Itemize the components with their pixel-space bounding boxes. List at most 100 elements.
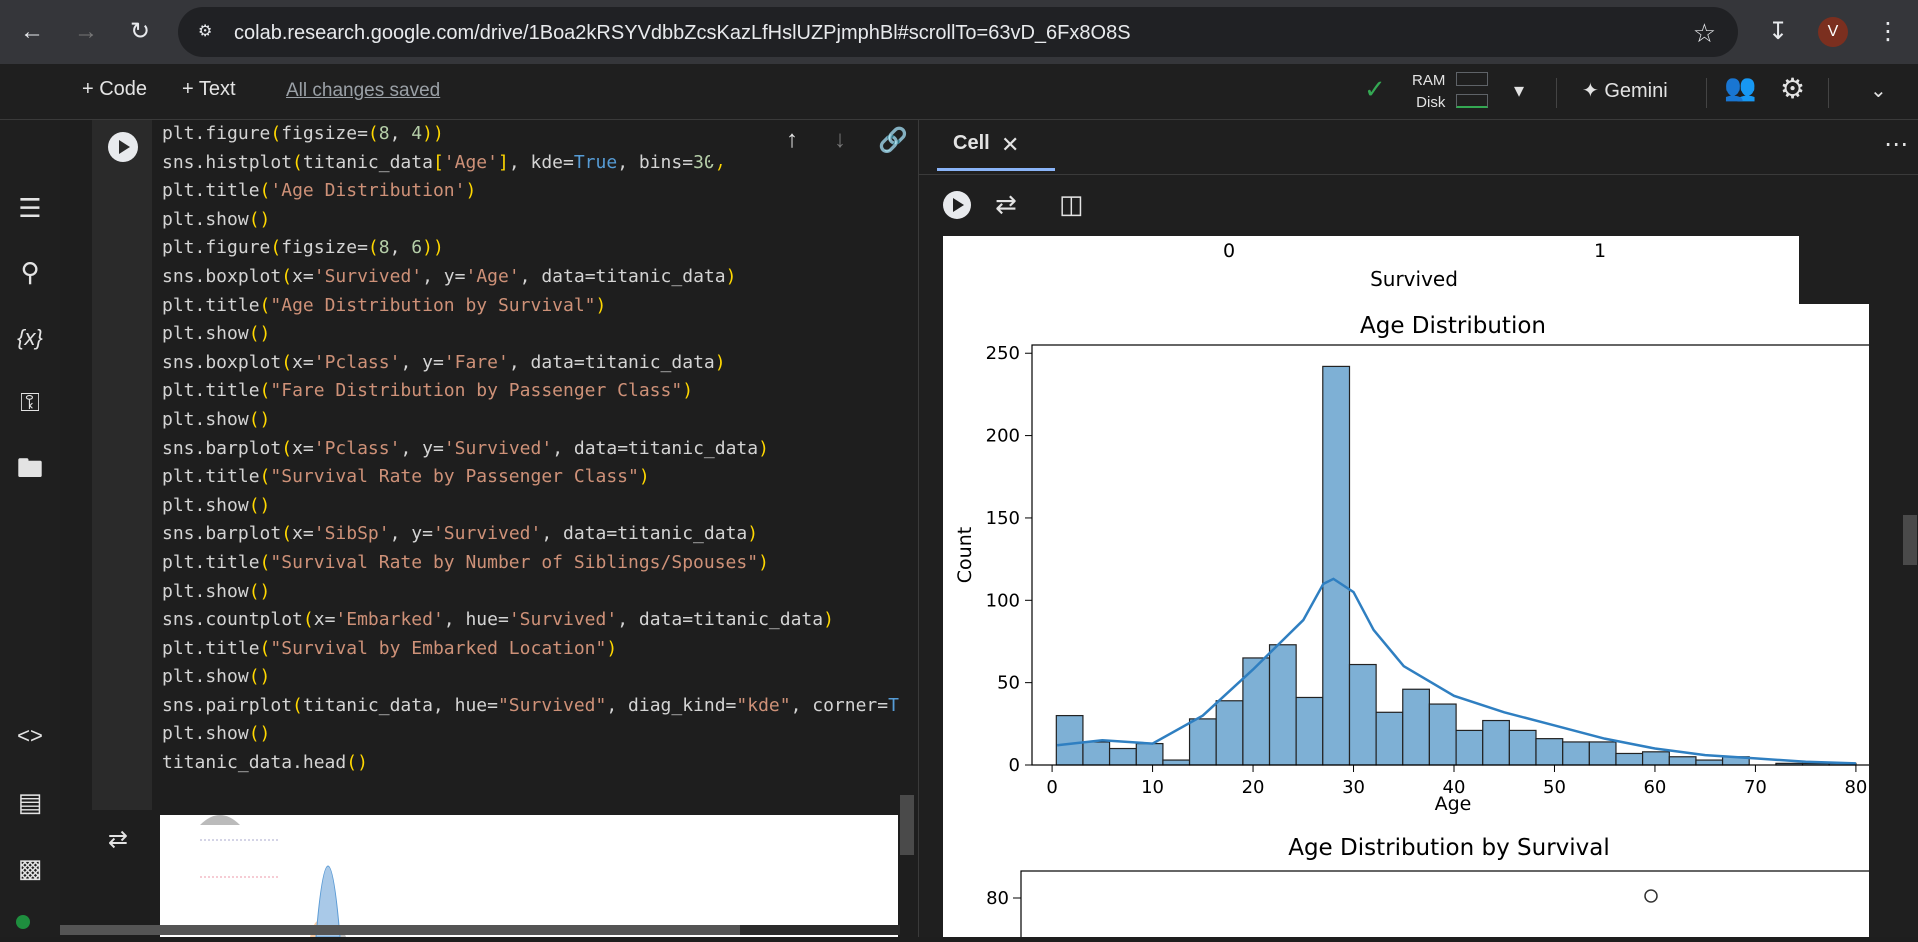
x-tick-label: 30 <box>1342 777 1365 798</box>
secrets-key-icon[interactable]: ⚿ <box>20 387 40 417</box>
search-icon[interactable]: ⚲ <box>20 257 40 287</box>
code-line[interactable]: plt.show() <box>162 666 271 688</box>
address-bar[interactable]: ⚙ colab.research.google.com/drive/1Boa2k… <box>178 7 1738 57</box>
collapse-header-chevron-icon[interactable]: ⌄ <box>1870 80 1887 102</box>
variables-icon[interactable]: {x} <box>17 325 43 350</box>
bookmark-star-icon[interactable]: ☆ <box>1692 18 1716 48</box>
code-line[interactable]: plt.title("Fare Distribution by Passenge… <box>162 380 694 402</box>
files-folder-icon[interactable]: 🖿 <box>16 453 43 483</box>
histogram-bar <box>1455 729 1484 766</box>
code-line[interactable]: sns.barplot(x='Pclass', y='Survived', da… <box>162 437 769 459</box>
x-tick-label: 1 <box>1594 240 1606 262</box>
chart-title: Age Distribution <box>1360 313 1546 339</box>
divider <box>1556 78 1557 108</box>
chart-title: Age Distribution by Survival <box>1288 835 1610 861</box>
pairplot-output-image <box>160 815 898 937</box>
code-line[interactable]: sns.boxplot(x='Survived', y='Age', data=… <box>162 265 737 287</box>
collapse-arrows-icon[interactable]: ⇄ <box>995 189 1017 219</box>
histogram-bar <box>1108 747 1137 766</box>
colab-toolbar: + Code + Text All changes saved ✓ RAM Di… <box>0 64 1918 120</box>
settings-gear-icon[interactable]: ⚙ <box>1780 73 1806 104</box>
divider <box>1828 78 1829 108</box>
x-tick-label: 10 <box>1141 777 1164 798</box>
kde-shape <box>200 815 240 825</box>
histogram-bar <box>1322 365 1351 766</box>
code-line[interactable]: sns.countplot(x='Embarked', hue='Survive… <box>162 609 834 631</box>
code-line[interactable]: plt.title("Survival Rate by Passenger Cl… <box>162 466 650 488</box>
histogram-bar <box>1588 741 1617 766</box>
histogram-bar <box>1535 738 1564 766</box>
y-tick-label: 150 <box>986 508 1020 529</box>
tab-cell[interactable]: Cell <box>953 132 990 154</box>
profile-avatar[interactable]: V <box>1818 17 1848 47</box>
pairplot-thumbnail <box>200 815 346 937</box>
code-line[interactable]: plt.figure(figsize=(8, 6)) <box>162 237 444 259</box>
run-cell-button[interactable] <box>108 132 138 162</box>
move-cell-up-icon[interactable]: ↑ <box>786 126 798 153</box>
notebook-area: plt.figure(figsize=(8, 4)) sns.histplot(t… <box>60 120 918 937</box>
code-line[interactable]: plt.show() <box>162 723 271 745</box>
code-line[interactable]: plt.figure(figsize=(8, 4)) <box>162 123 444 144</box>
forward-icon[interactable]: → <box>74 18 98 45</box>
code-line[interactable]: sns.pairplot(titanic_data, hue="Survived… <box>162 694 900 716</box>
divider <box>1706 78 1707 108</box>
url-text[interactable]: colab.research.google.com/drive/1Boa2kRS… <box>234 22 1131 44</box>
output-scrollbar[interactable] <box>900 795 914 855</box>
download-icon[interactable]: ↧ <box>1767 18 1789 45</box>
run-cell-icon[interactable] <box>943 191 971 219</box>
code-editor[interactable]: plt.figure(figsize=(8, 4)) sns.histplot(t… <box>160 120 900 800</box>
resource-labels[interactable]: RAM Disk <box>1412 70 1445 114</box>
code-line[interactable]: plt.show() <box>162 580 271 602</box>
code-line[interactable]: sns.barplot(x='SibSp', y='Survived', dat… <box>162 523 759 545</box>
disk-usage-bar[interactable] <box>1456 94 1488 108</box>
horizontal-scrollbar[interactable] <box>60 925 900 935</box>
scratch-cell-icon[interactable]: ◫ <box>1059 189 1084 219</box>
y-tick-label: 100 <box>986 590 1020 611</box>
panel-scrollbar[interactable] <box>1903 515 1917 565</box>
code-line[interactable]: plt.show() <box>162 494 271 516</box>
histogram-bar <box>1348 663 1377 766</box>
save-status[interactable]: All changes saved <box>286 80 441 101</box>
connected-check-icon: ✓ <box>1364 74 1386 104</box>
panel-actions: ⇄ ◫ <box>919 174 1918 234</box>
code-line[interactable]: plt.title("Age Distribution by Survival"… <box>162 294 607 316</box>
code-snippets-icon[interactable]: <> <box>17 723 43 748</box>
code-line[interactable]: sns.boxplot(x='Pclass', y='Fare', data=t… <box>162 351 726 373</box>
output-gutter <box>92 810 152 937</box>
outlier-point <box>1644 889 1658 903</box>
move-cell-down-icon[interactable]: ↓ <box>834 126 846 153</box>
x-tick-label: 40 <box>1443 777 1466 798</box>
back-icon[interactable]: ← <box>20 18 44 45</box>
plot-output-area: 0 1 Survived Age Distribution 0 10 20 30 40 5… <box>943 236 1878 942</box>
share-people-icon[interactable]: 👥 <box>1724 72 1757 102</box>
output-actions-icon[interactable]: ⇄ <box>108 826 129 853</box>
table-of-contents-icon[interactable]: ☰ <box>18 193 42 223</box>
reload-icon[interactable]: ↻ <box>129 18 151 45</box>
code-line[interactable]: plt.show() <box>162 208 271 230</box>
runtime-dropdown-icon[interactable]: ▾ <box>1514 80 1525 102</box>
close-panel-icon[interactable]: ✕ <box>1001 132 1020 157</box>
code-line[interactable]: sns.histplot(titanic_data['Age'], kde=Tr… <box>162 151 726 173</box>
prev-plot-svg: 0 1 Survived <box>1223 240 1606 291</box>
ram-usage-bar[interactable] <box>1456 72 1488 86</box>
code-line[interactable]: plt.title('Age Distribution') <box>162 180 477 202</box>
code-line[interactable]: plt.show() <box>162 408 271 430</box>
gemini-button[interactable]: ✦ Gemini <box>1582 78 1668 103</box>
site-info-icon[interactable]: ⚙ <box>198 23 213 40</box>
histogram-bar <box>1082 741 1111 766</box>
command-palette-icon[interactable]: ▤ <box>17 787 43 817</box>
histogram-bar <box>1695 759 1724 766</box>
code-line[interactable]: plt.title("Survival Rate by Number of Si… <box>162 551 769 573</box>
link-to-cell-icon[interactable]: 🔗 <box>878 127 908 154</box>
code-line[interactable]: titanic_data.head() <box>162 752 368 774</box>
histogram-bar <box>1562 741 1590 766</box>
code-line[interactable]: plt.title("Survival by Embarked Location… <box>162 637 618 659</box>
browser-menu-icon[interactable]: ⋮ <box>1876 18 1900 45</box>
add-text-button[interactable]: + Text <box>182 78 236 100</box>
cell-gutter <box>92 120 152 810</box>
scroll-thumb[interactable] <box>60 925 740 935</box>
panel-more-icon[interactable]: ⋯ <box>1884 131 1908 158</box>
add-code-button[interactable]: + Code <box>82 78 148 100</box>
code-line[interactable]: plt.show() <box>162 323 271 345</box>
terminal-icon[interactable]: ▩ <box>17 853 43 883</box>
